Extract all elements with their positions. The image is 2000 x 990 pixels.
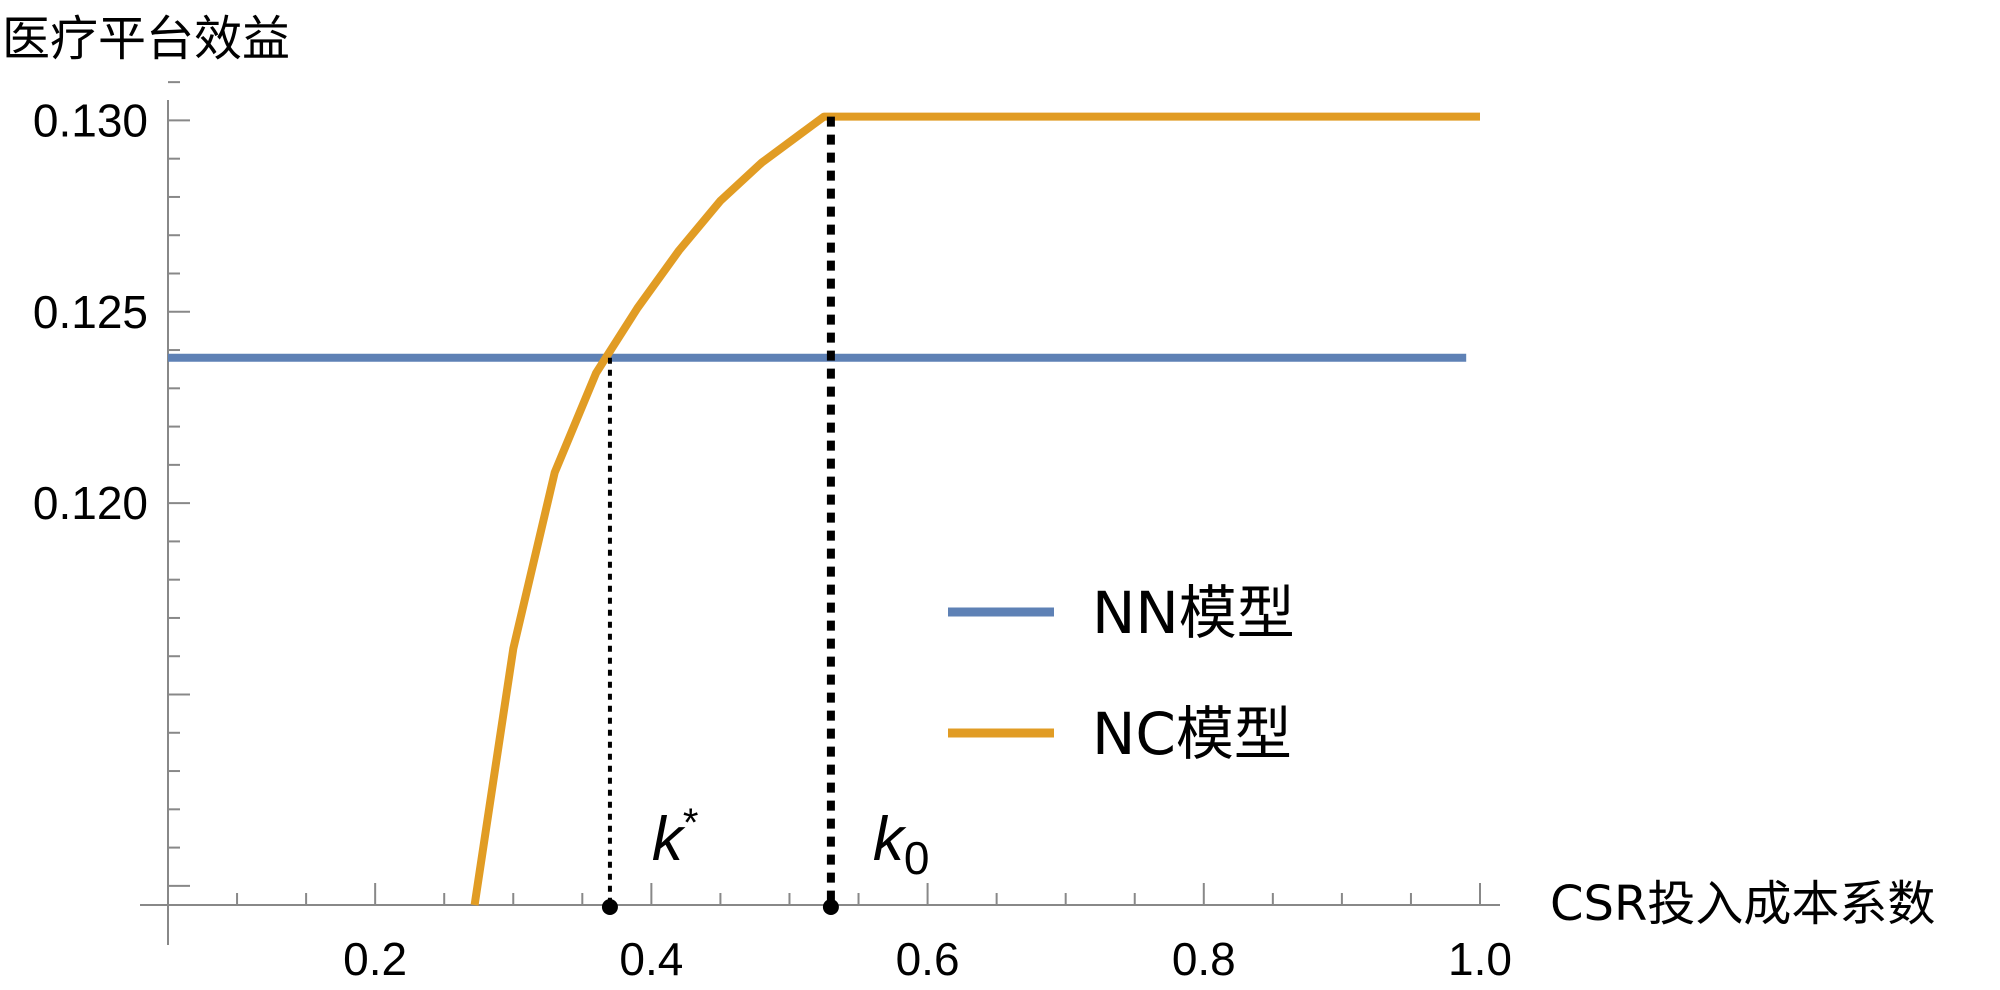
annotation-label-2: k0 bbox=[873, 805, 930, 884]
y-axis-title: 医疗平台效益 bbox=[2, 11, 290, 67]
x-tick-label: 0.8 bbox=[1172, 933, 1236, 985]
x-tick-label: 0.4 bbox=[619, 933, 683, 985]
legend-label-1: NN模型 bbox=[1092, 579, 1295, 647]
y-tick-label: 0.130 bbox=[33, 94, 148, 146]
legend: NN模型 NC模型 bbox=[948, 579, 1295, 768]
marker-dot-1 bbox=[601, 899, 618, 915]
ticks: 0.2 0.4 0.6 0.8 1.0 0.120 0.125 0.130 bbox=[33, 81, 1512, 985]
marker-dot-2 bbox=[822, 899, 839, 915]
y-tick-label: 0.120 bbox=[33, 477, 148, 529]
series-layer bbox=[168, 112, 1480, 906]
annotations: k* k0 bbox=[601, 116, 930, 915]
x-axis-title: CSR投入成本系数 bbox=[1550, 876, 1935, 932]
x-tick-label: 0.6 bbox=[896, 933, 960, 985]
x-tick-label: 0.2 bbox=[343, 933, 407, 985]
legend-label-2: NC模型 bbox=[1092, 700, 1292, 768]
x-tick-label: 1.0 bbox=[1448, 933, 1512, 985]
annotation-label-1: k* bbox=[652, 801, 699, 874]
series-line-2 bbox=[470, 112, 1480, 906]
axes bbox=[140, 100, 1500, 945]
y-tick-label: 0.125 bbox=[33, 286, 148, 338]
